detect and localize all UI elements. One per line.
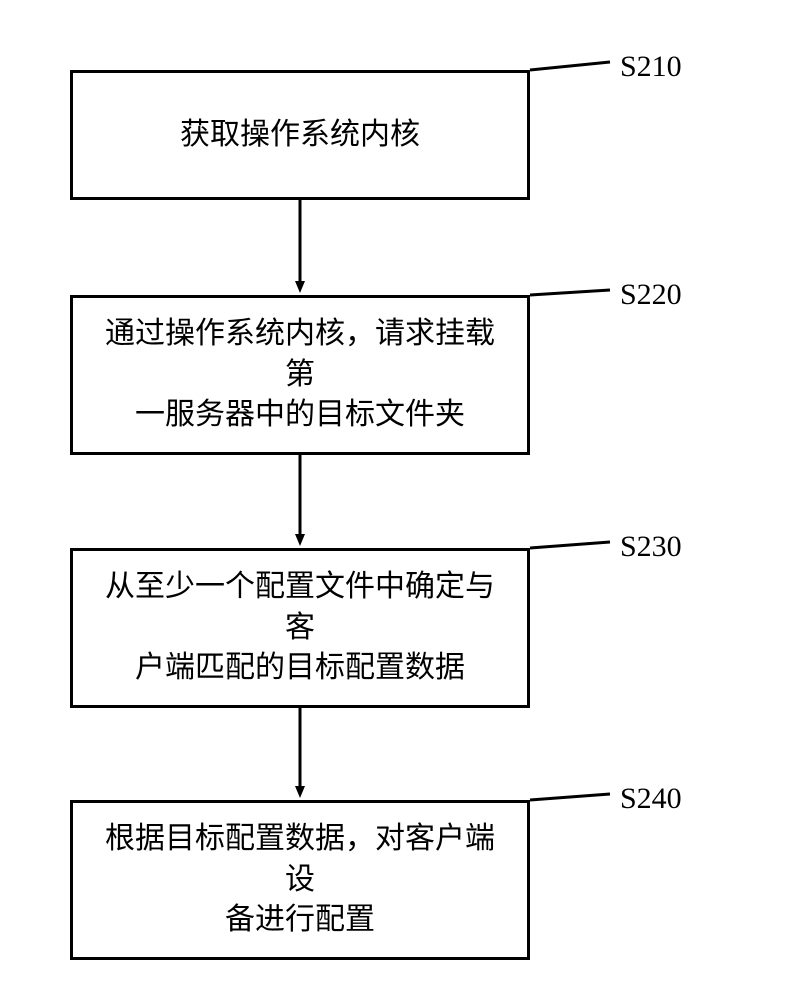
flow-node-label: S240 [620,782,682,816]
flow-node-n1: 获取操作系统内核 [70,70,530,200]
flow-node-n3: 从至少一个配置文件中确定与客 户端匹配的目标配置数据 [70,548,530,708]
flow-node-text: 通过操作系统内核，请求挂载第 一服务器中的目标文件夹 [93,314,507,436]
flowchart-canvas: 获取操作系统内核 S210 通过操作系统内核，请求挂载第 一服务器中的目标文件夹 S2… [0,0,800,1000]
flow-node-label: S220 [620,278,682,312]
flow-node-label: S230 [620,530,682,564]
flow-node-text: 根据目标配置数据，对客户端设 备进行配置 [93,819,507,941]
flow-node-label: S210 [620,50,682,84]
flow-node-n2: 通过操作系统内核，请求挂载第 一服务器中的目标文件夹 [70,295,530,455]
flow-node-n4: 根据目标配置数据，对客户端设 备进行配置 [70,800,530,960]
flow-node-text: 从至少一个配置文件中确定与客 户端匹配的目标配置数据 [93,567,507,689]
flow-node-text: 获取操作系统内核 [180,115,420,156]
